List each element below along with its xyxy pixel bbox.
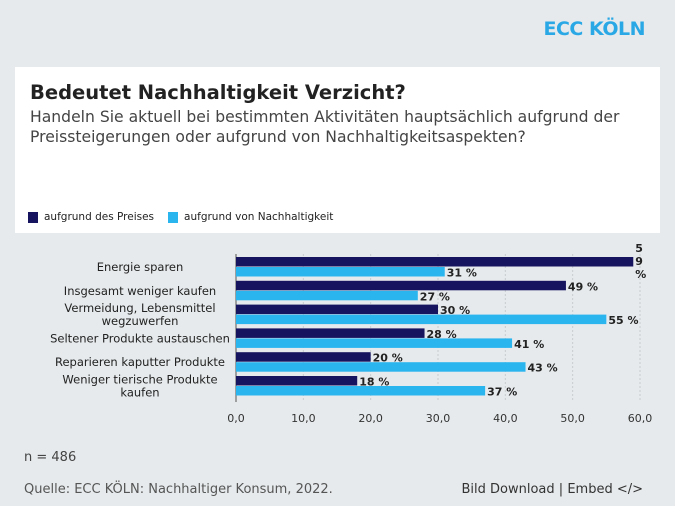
bar-sustainability bbox=[236, 267, 445, 277]
bar-sustainability bbox=[236, 338, 513, 348]
data-label: 43 % bbox=[528, 362, 558, 375]
x-tick-label: 40,0 bbox=[493, 412, 518, 425]
data-label: 5 9% bbox=[635, 242, 646, 281]
bar-price bbox=[236, 304, 438, 315]
bar-price bbox=[236, 376, 358, 386]
category-label: Vermeidung, Lebensmittel wegzuwerfen bbox=[64, 301, 215, 328]
category-label: Energie sparen bbox=[97, 260, 184, 274]
category-label: Insgesamt weniger kaufen bbox=[64, 284, 216, 298]
separator: | bbox=[558, 482, 564, 497]
data-label: 49 % bbox=[568, 280, 598, 293]
data-label: 55 % bbox=[608, 314, 638, 327]
legend: aufgrund des Preises aufgrund von Nachha… bbox=[28, 211, 333, 223]
embed-link[interactable]: Embed </> bbox=[567, 482, 643, 497]
legend-label-sustainability: aufgrund von Nachhaltigkeit bbox=[184, 211, 334, 223]
image-download-link[interactable]: Bild Download bbox=[461, 482, 555, 497]
legend-swatch-sustainability bbox=[168, 211, 179, 223]
data-label: 27 % bbox=[420, 290, 450, 303]
ecc-koeln-logo: ECC KÖLN bbox=[543, 18, 645, 40]
data-label: 18 % bbox=[359, 376, 389, 389]
data-label: 37 % bbox=[487, 386, 517, 399]
x-tick-label: 0,0 bbox=[227, 412, 245, 425]
data-label: 41 % bbox=[514, 338, 544, 351]
legend-label-price: aufgrund des Preises bbox=[44, 211, 155, 223]
category-label: Weniger tierische Produkte kaufen bbox=[62, 373, 217, 400]
data-label: 30 % bbox=[440, 304, 470, 317]
category-label: Reparieren kaputter Produkte bbox=[55, 355, 225, 369]
bar-sustainability bbox=[236, 362, 526, 372]
bar-price bbox=[236, 257, 634, 267]
x-tick-label: 10,0 bbox=[291, 412, 316, 425]
x-tick-label: 50,0 bbox=[560, 412, 585, 425]
chart-subtitle: Handeln Sie aktuell bei bestimmten Aktiv… bbox=[30, 108, 620, 146]
legend-swatch-price bbox=[28, 211, 38, 223]
bar-sustainability bbox=[236, 386, 486, 396]
x-tick-label: 20,0 bbox=[358, 412, 383, 425]
bar-price bbox=[236, 352, 371, 362]
x-tick-label: 30,0 bbox=[426, 412, 451, 425]
sample-size: n = 486 bbox=[24, 450, 77, 465]
x-tick-label: 60,0 bbox=[628, 412, 653, 425]
category-label: Seltener Produkte austauschen bbox=[50, 331, 230, 345]
data-label: 20 % bbox=[373, 352, 403, 365]
chart-title: Bedeutet Nachhaltigkeit Verzicht? bbox=[30, 81, 406, 104]
source-note: Quelle: ECC KÖLN: Nachhaltiger Konsum, 2… bbox=[24, 482, 333, 497]
header-card: Bedeutet Nachhaltigkeit Verzicht? Handel… bbox=[15, 67, 660, 233]
bar-sustainability bbox=[236, 290, 418, 301]
data-label: 28 % bbox=[427, 328, 457, 341]
bar-sustainability bbox=[236, 314, 607, 325]
data-label: 31 % bbox=[447, 267, 477, 280]
footer-links: Bild Download | Embed </> bbox=[461, 482, 643, 497]
bar-price bbox=[236, 328, 425, 338]
bar-price bbox=[236, 280, 566, 291]
